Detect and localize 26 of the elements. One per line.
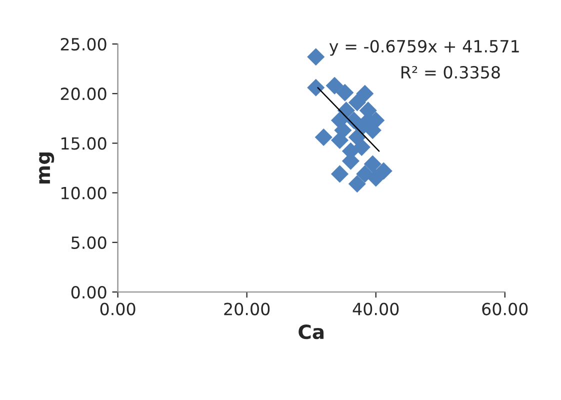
x-tick-label: 0.00 xyxy=(100,302,136,316)
point xyxy=(307,48,325,66)
point xyxy=(352,138,370,156)
y-axis-title: mg xyxy=(39,152,54,184)
y-tick-label: 0.00 xyxy=(71,286,106,299)
x-tick-label: 40.00 xyxy=(352,302,399,316)
point xyxy=(326,76,344,94)
point xyxy=(307,78,325,96)
point xyxy=(330,165,349,183)
point xyxy=(336,84,354,102)
y-tick-label: 15.00 xyxy=(62,137,106,150)
y-tick-label: 5.00 xyxy=(72,236,106,249)
x-axis-title: Ca xyxy=(298,324,324,340)
annotation: R² = 0.3358 xyxy=(402,66,500,79)
point xyxy=(314,128,332,146)
point xyxy=(356,84,374,102)
x-tick-label: 20.00 xyxy=(224,302,270,316)
x-tick-label: 60.00 xyxy=(482,302,528,316)
annotation: y = -0.6759x + 41.571 xyxy=(329,40,519,56)
point xyxy=(348,175,366,193)
point xyxy=(348,94,366,112)
point xyxy=(367,169,385,187)
y-tick-label: 20.00 xyxy=(60,88,106,100)
y-tick-label: 25.00 xyxy=(60,38,106,51)
y-tick-label: 10.00 xyxy=(62,186,106,200)
point xyxy=(364,155,382,173)
